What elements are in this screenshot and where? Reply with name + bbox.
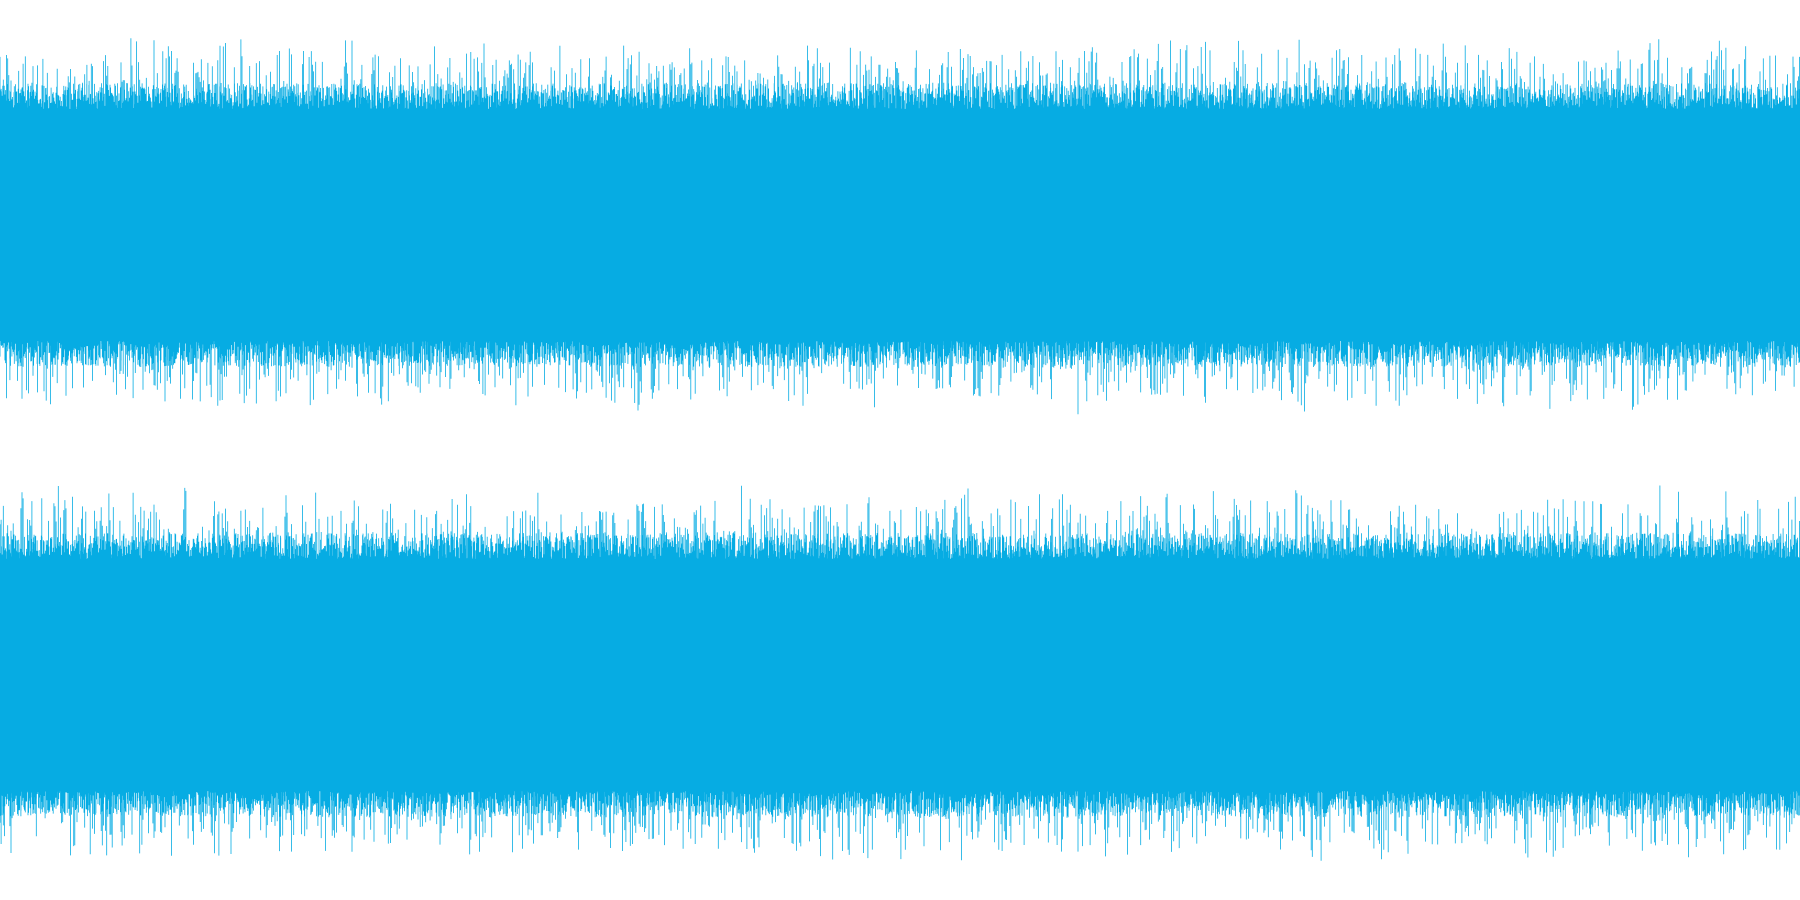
waveform-spikes [0, 38, 1800, 415]
waveform-channel-top [0, 38, 1800, 415]
waveform-spikes [0, 485, 1800, 861]
waveform-channel-bottom [0, 485, 1800, 861]
waveform-core-band [0, 559, 1800, 791]
waveform-core-band [0, 109, 1800, 341]
